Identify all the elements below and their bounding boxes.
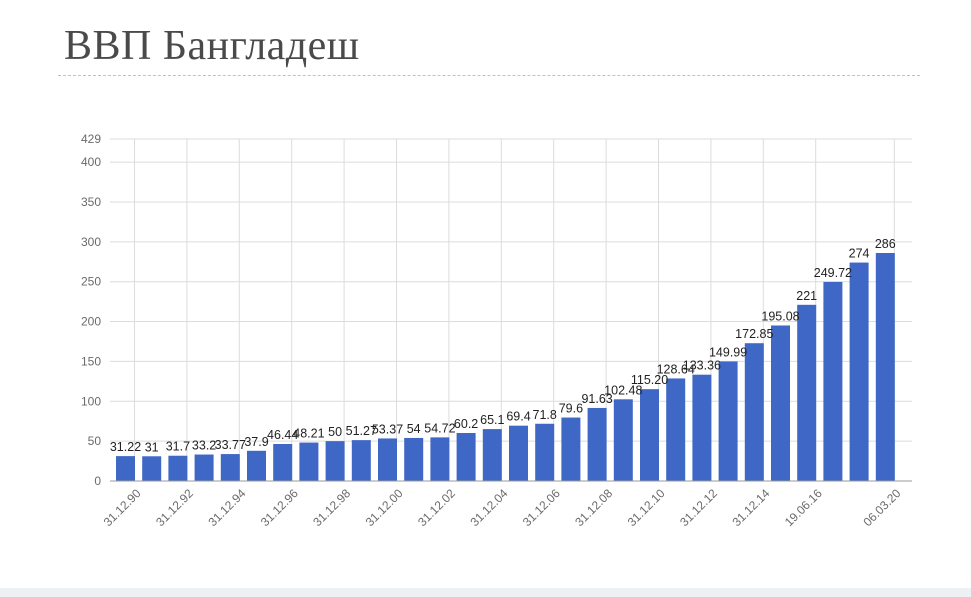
bar-value-label: 149.99 xyxy=(709,345,747,359)
bar xyxy=(430,437,450,481)
bar xyxy=(220,454,240,481)
bar-value-label: 48.21 xyxy=(293,427,324,441)
x-tick-label: 31.12.08 xyxy=(572,486,615,529)
y-tick-label: 250 xyxy=(81,275,101,289)
bar xyxy=(875,253,895,481)
bar xyxy=(142,456,162,481)
bar xyxy=(692,374,712,481)
x-tick-label: 31.12.00 xyxy=(363,486,406,529)
x-tick-label: 31.12.94 xyxy=(205,486,248,529)
bars xyxy=(116,253,895,481)
y-tick-label: 400 xyxy=(81,155,101,169)
bar-value-label: 54.72 xyxy=(424,421,455,435)
bar-value-label: 31 xyxy=(145,440,159,454)
bar xyxy=(325,441,345,481)
bar-value-label: 65.1 xyxy=(480,413,504,427)
bar xyxy=(351,440,371,481)
bar xyxy=(771,325,790,481)
x-tick-label: 31.12.02 xyxy=(415,486,458,529)
bar-value-label: 31.22 xyxy=(110,440,141,454)
bar xyxy=(168,455,188,481)
x-tick-label: 31.12.90 xyxy=(101,486,144,529)
bar-value-label: 53.37 xyxy=(372,422,403,436)
bar-value-label: 51.27 xyxy=(346,424,377,438)
bar xyxy=(561,417,581,481)
bar-value-label: 128.64 xyxy=(657,362,695,376)
y-tick-label: 200 xyxy=(81,315,101,329)
x-tick-label: 31.12.14 xyxy=(729,486,772,529)
bar xyxy=(744,343,764,481)
y-tick-label: 429 xyxy=(81,132,101,146)
bar-value-label: 172.85 xyxy=(735,327,773,341)
x-tick-label: 31.12.12 xyxy=(677,486,720,529)
bar xyxy=(666,378,686,481)
bar xyxy=(116,456,135,481)
bar xyxy=(194,454,214,481)
bar-value-label: 31.7 xyxy=(166,440,190,454)
bar-value-label: 33.2 xyxy=(192,439,216,453)
bar-value-label: 274 xyxy=(849,247,870,261)
bar-value-label: 37.9 xyxy=(244,435,268,449)
bar xyxy=(587,407,607,481)
bar-value-label: 60.2 xyxy=(454,417,478,431)
bar xyxy=(823,281,843,481)
bar xyxy=(273,443,293,481)
bar-value-label: 79.6 xyxy=(559,402,583,416)
x-tick-label: 31.12.04 xyxy=(467,486,510,529)
bar-value-label: 69.4 xyxy=(506,410,530,424)
y-axis-ticks: 0 50 100 150 200 250 300 350 400 429 xyxy=(81,132,101,488)
bar-value-label: 54 xyxy=(407,422,421,436)
bar xyxy=(378,438,397,481)
title-divider xyxy=(58,75,920,76)
bar-value-label: 115.20 xyxy=(631,373,668,387)
bar-value-label: 91.63 xyxy=(581,392,612,406)
bar xyxy=(535,423,555,481)
bar xyxy=(247,450,266,481)
bar-value-label: 133.36 xyxy=(683,359,721,373)
y-tick-label: 50 xyxy=(88,434,102,448)
x-tick-label: 31.12.96 xyxy=(258,486,301,529)
x-axis-ticks: 31.12.90 31.12.92 31.12.94 31.12.96 31.12.98… xyxy=(101,486,904,529)
page-title: ВВП Бангладеш xyxy=(64,23,360,69)
x-tick-label: 31.12.92 xyxy=(153,486,196,529)
y-tick-label: 0 xyxy=(94,474,101,488)
x-tick-label: 31.12.98 xyxy=(310,486,353,529)
bar xyxy=(613,399,633,481)
bottom-strip xyxy=(0,588,971,597)
bar-value-label: 195.08 xyxy=(761,309,799,323)
bar xyxy=(299,442,319,481)
bar-value-label: 102.48 xyxy=(604,383,642,397)
bar-value-label: 71.8 xyxy=(533,408,557,422)
bar-value-label: 50 xyxy=(328,425,342,439)
bar-value-label: 286 xyxy=(875,237,896,251)
x-tick-label: 31.12.06 xyxy=(520,486,563,529)
y-tick-label: 350 xyxy=(81,195,101,209)
x-tick-label: 06.03.20 xyxy=(860,486,903,529)
bar-value-label: 221 xyxy=(796,289,817,303)
bar-value-label: 46.44 xyxy=(267,428,298,442)
x-tick-label: 31.12.10 xyxy=(625,486,668,529)
bar-value-label: 249.72 xyxy=(814,266,852,280)
bar-value-label: 33.77 xyxy=(215,438,246,452)
y-tick-label: 100 xyxy=(81,394,101,408)
bar xyxy=(640,389,659,481)
x-tick-label: 19.06.16 xyxy=(782,486,825,529)
y-tick-label: 300 xyxy=(81,235,101,249)
bar xyxy=(718,361,738,481)
bar xyxy=(482,429,502,481)
bar xyxy=(797,304,817,481)
bar xyxy=(404,437,424,481)
bar xyxy=(849,262,869,481)
bar xyxy=(456,433,476,481)
bar xyxy=(509,425,528,481)
y-tick-label: 150 xyxy=(81,354,101,368)
